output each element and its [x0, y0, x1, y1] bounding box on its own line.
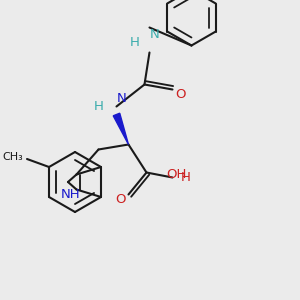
Text: O: O — [115, 193, 126, 206]
Text: NH: NH — [61, 188, 81, 200]
Text: OH: OH — [166, 168, 187, 181]
Text: O: O — [175, 88, 186, 101]
Text: CH₃: CH₃ — [3, 152, 23, 162]
Text: N: N — [117, 92, 126, 105]
Text: N: N — [150, 28, 159, 41]
Text: H: H — [130, 36, 140, 49]
Polygon shape — [113, 113, 128, 145]
Text: H: H — [181, 171, 190, 184]
Text: H: H — [94, 100, 103, 113]
